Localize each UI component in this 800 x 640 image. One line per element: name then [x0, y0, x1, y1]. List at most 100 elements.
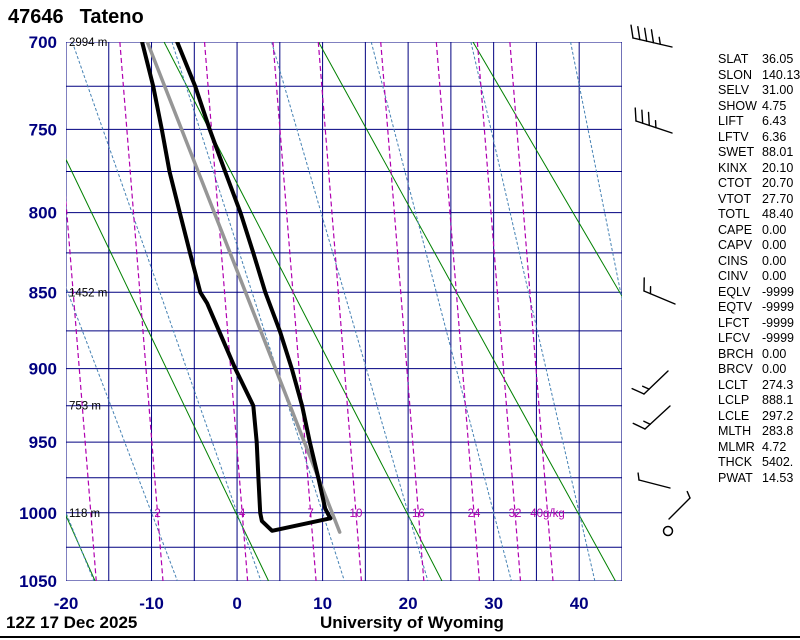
mixing-ratio-label: 10	[350, 508, 363, 520]
index-row: CTOT 20.70	[718, 176, 800, 192]
moist-adiabats	[66, 42, 622, 581]
index-value: 48.40	[762, 207, 794, 221]
dry-adiabat-line	[66, 158, 270, 581]
dry-adiabats	[66, 42, 622, 581]
height-labels: 2994 m 1452 m 753 m 118 m	[69, 37, 107, 520]
mixing-ratio-line	[317, 42, 363, 581]
moist-adiabat-line	[271, 42, 429, 581]
mixing-ratio-line	[435, 42, 481, 581]
index-key: BRCH	[718, 346, 754, 361]
pressure-tick-label: 1000	[19, 504, 57, 523]
index-value: 6.43	[762, 114, 787, 128]
index-row: CINS 0.00	[718, 254, 800, 270]
mixing-ratio-label: 16	[412, 508, 425, 520]
index-row: EQLV -9999	[718, 285, 800, 301]
index-row: THCK 5402.	[718, 455, 800, 471]
grid-lines	[66, 42, 622, 581]
index-key: BRCV	[718, 362, 753, 376]
index-row: LCLP 888.1	[718, 393, 800, 409]
moist-adiabat-line	[570, 42, 622, 302]
index-row: PWAT 14.53	[718, 471, 800, 487]
index-row: MLTH 283.8	[718, 424, 800, 440]
temperature-tick-label: -20	[54, 594, 79, 613]
index-row: LIFT 6.43	[718, 114, 800, 130]
mixing-ratio-line	[380, 42, 425, 581]
index-row: KINX 20.10	[718, 161, 800, 177]
index-row: VTOT 27.70	[718, 192, 800, 208]
moist-adiabat-line	[470, 42, 596, 581]
index-key: SWET	[718, 145, 755, 159]
index-row: SWET 88.01	[718, 145, 800, 161]
mixing-ratio-line	[119, 42, 164, 581]
sounding-timestamp: 12Z 17 Dec 2025	[6, 613, 138, 632]
index-value: 0.00	[762, 238, 787, 252]
index-row: TOTL 48.40	[718, 207, 800, 223]
wind-barbs	[630, 24, 691, 520]
index-value: 6.36	[762, 129, 787, 144]
index-key: EQLV	[718, 284, 751, 299]
index-key: SLAT	[718, 52, 749, 66]
index-value: 297.2	[762, 408, 794, 423]
index-value: -9999	[762, 331, 794, 345]
index-row: SHOW 4.75	[718, 99, 800, 115]
plot-area	[66, 42, 622, 581]
pressure-tick-label: 750	[29, 120, 57, 139]
wind-barb	[631, 370, 669, 395]
index-value: 0.00	[762, 346, 787, 361]
index-row: SLAT 36.05	[718, 52, 800, 68]
index-key: MLMR	[718, 439, 755, 454]
index-value: 5402.	[762, 455, 794, 469]
index-key: LCLP	[718, 393, 750, 407]
index-row: CAPE 0.00	[718, 223, 800, 239]
height-label: 118 m	[69, 508, 100, 520]
index-key: LIFT	[718, 114, 744, 128]
wind-barb	[632, 405, 671, 430]
index-value: 888.1	[762, 393, 794, 407]
index-key: THCK	[718, 455, 753, 469]
index-value: 27.70	[762, 191, 794, 206]
temperature-tick-label: 40	[570, 594, 589, 613]
index-key: SELV	[718, 83, 750, 97]
index-key: EQTV	[718, 300, 753, 314]
index-key: MLTH	[718, 424, 752, 438]
index-row: SLON 140.13	[718, 68, 800, 84]
temperature-trace	[175, 42, 333, 521]
index-key: LCLT	[718, 377, 748, 392]
index-row: BRCV 0.00	[718, 362, 800, 378]
index-key: SHOW	[718, 98, 757, 113]
index-row: LFTV 6.36	[718, 130, 800, 146]
index-key: LCLE	[718, 408, 750, 423]
station-id: 47646	[8, 6, 64, 28]
temperature-tick-label: 0	[232, 594, 241, 613]
pressure-axis-labels: 700 750 800 850 900 950 1000 1050	[19, 33, 57, 591]
page-title: 47646 Tateno	[8, 6, 144, 29]
moist-adiabat-line	[71, 42, 262, 581]
index-key: PWAT	[718, 470, 753, 485]
source-attribution: University of Wyoming	[320, 613, 504, 632]
pressure-tick-label: 950	[29, 433, 57, 452]
index-value: 0.00	[762, 253, 787, 268]
index-value: 140.13	[762, 67, 800, 82]
index-value: 20.10	[762, 160, 794, 175]
bottom-divider	[0, 636, 800, 638]
dry-adiabat-line	[472, 42, 622, 298]
wind-barb	[637, 472, 671, 489]
index-row: LCLE 297.2	[718, 409, 800, 425]
index-value: 4.75	[762, 98, 787, 113]
index-row: CAPV 0.00	[718, 238, 800, 254]
index-value: 20.70	[762, 176, 794, 190]
mixing-ratio-line	[66, 195, 97, 581]
station-circle	[662, 525, 674, 537]
mixing-ratio-line	[509, 42, 554, 581]
dewpoint-trace	[140, 42, 333, 533]
wind-barb	[634, 107, 673, 134]
index-value: 0.00	[762, 362, 787, 376]
temperature-axis-labels: -20 -10 0 10 20 30 40	[54, 594, 589, 613]
moist-adiabat-line	[171, 42, 345, 581]
index-key: KINX	[718, 160, 748, 175]
index-row: CINV 0.00	[718, 269, 800, 285]
mixing-ratio-line	[476, 42, 522, 581]
temperature-tick-label: -10	[139, 594, 164, 613]
mixing-ratio-label: 40g/kg	[530, 508, 565, 520]
station-name: Tateno	[79, 6, 144, 28]
